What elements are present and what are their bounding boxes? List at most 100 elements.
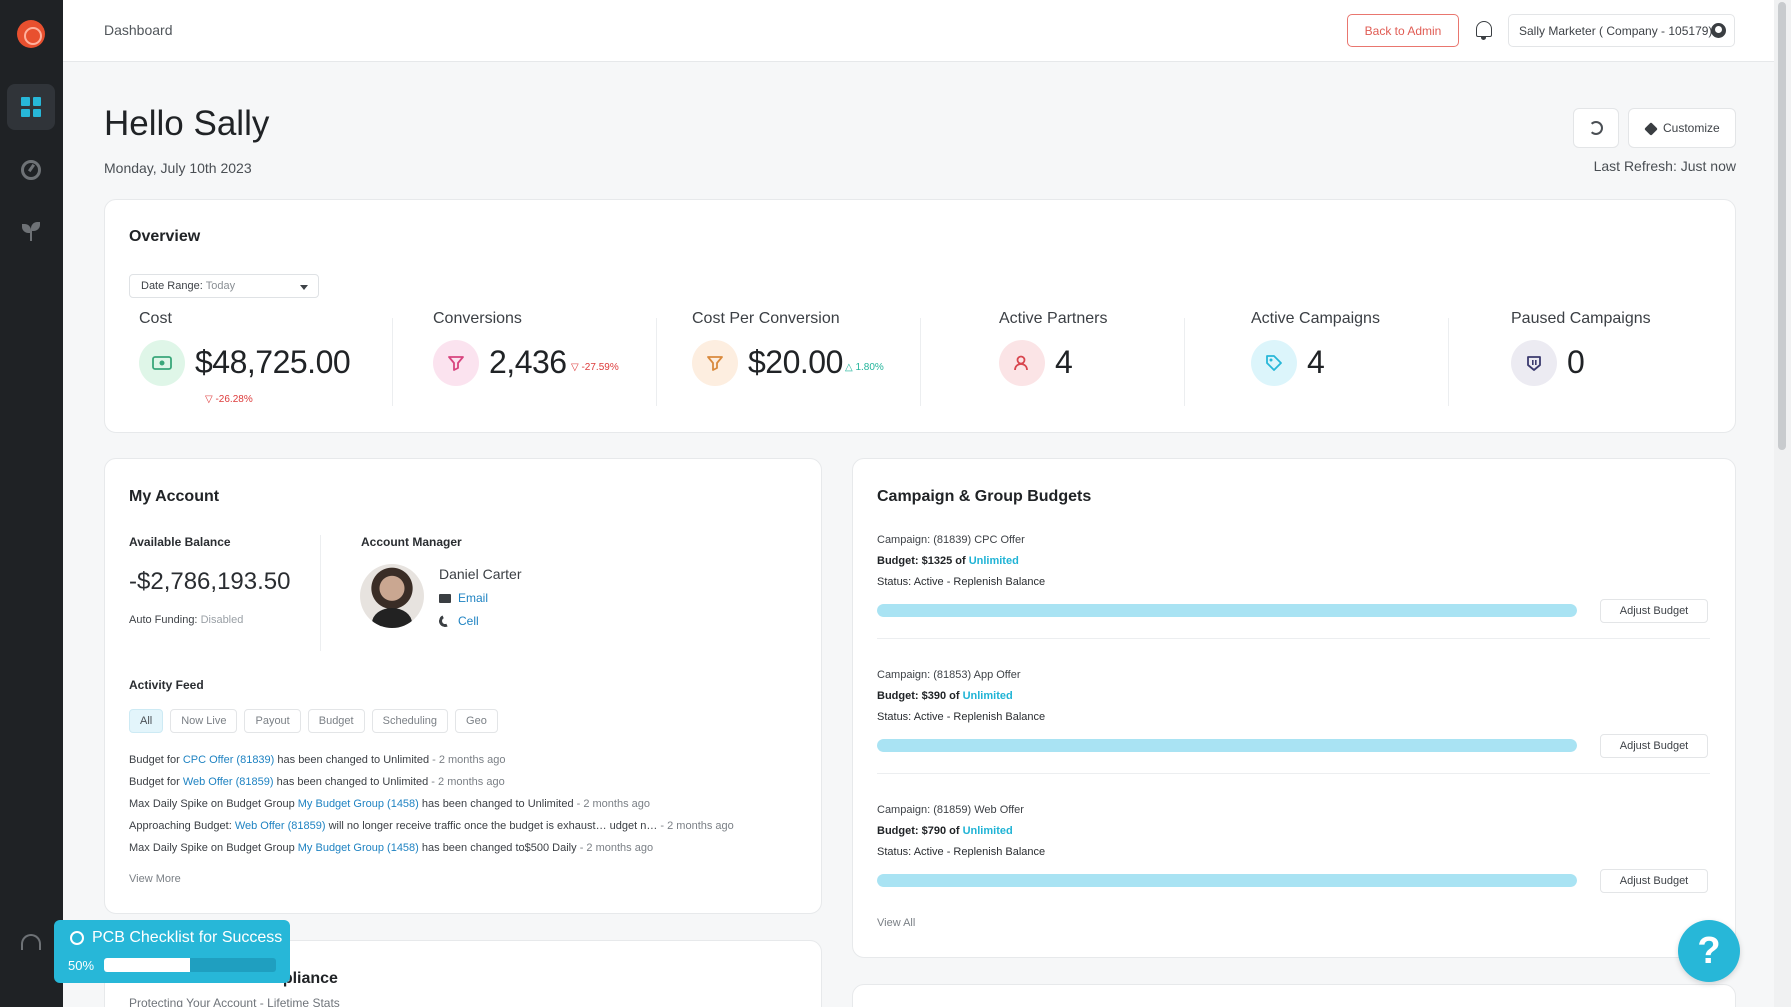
view-more-link[interactable]: View More — [129, 873, 181, 885]
list-item: Budget for CPC Offer (81839) has been ch… — [129, 754, 506, 766]
date-range-select[interactable]: Date Range: Today — [129, 274, 319, 298]
pause-tag-icon — [1511, 340, 1557, 386]
stat-delta: △ 1.80% — [845, 362, 884, 373]
adjust-budget-button[interactable]: Adjust Budget — [1600, 599, 1708, 623]
funnel-icon — [433, 340, 479, 386]
feed-link[interactable]: CPC Offer (81839) — [182, 754, 275, 766]
brand-logo[interactable] — [17, 20, 45, 48]
tag-icon — [1251, 340, 1297, 386]
refresh-icon — [1589, 121, 1603, 135]
page-title: Hello Sally — [104, 104, 270, 143]
sidebar-item-dashboard[interactable] — [7, 84, 55, 130]
dashboard-grid-icon — [21, 97, 41, 117]
list-item: Max Daily Spike on Budget Group My Budge… — [129, 842, 654, 854]
list-item: Max Daily Spike on Budget Group My Budge… — [129, 798, 650, 810]
budget-progress-bar — [877, 874, 1577, 887]
manager-email-link[interactable]: Email — [439, 591, 488, 605]
feed-link[interactable]: My Budget Group (1458) — [297, 842, 419, 854]
balance-label: Available Balance — [129, 535, 231, 549]
budget-campaign: Campaign: (81839) CPC Offer — [877, 534, 1025, 546]
breadcrumb[interactable]: Dashboard — [104, 22, 173, 38]
stat-cost-per-conversion[interactable]: Cost Per Conversion $20.00 △ 1.80% — [692, 310, 922, 410]
checklist-widget[interactable]: PCB Checklist for Success 50% — [54, 920, 290, 983]
budget-status: Status: Active - Replenish Balance — [877, 846, 1046, 858]
sidebar-item-growth[interactable] — [7, 209, 55, 255]
checklist-title: PCB Checklist for Success — [92, 929, 283, 946]
date-range-label: Date Range: — [141, 280, 203, 292]
feed-link[interactable]: My Budget Group (1458) — [297, 798, 419, 810]
refresh-button[interactable] — [1573, 108, 1619, 148]
manager-cell-link[interactable]: Cell — [437, 613, 479, 629]
funnel-dollar-icon — [692, 340, 738, 386]
stat-cost[interactable]: Cost $48,725.00 ▽ -26.28% — [139, 310, 369, 410]
back-to-admin-button[interactable]: Back to Admin — [1347, 14, 1459, 47]
stat-label: Paused Campaigns — [1511, 310, 1651, 327]
list-item: Budget for Web Offer (81859) has been ch… — [129, 776, 505, 788]
filter-now-live[interactable]: Now Live — [170, 709, 238, 733]
budgets-title: Campaign & Group Budgets — [877, 488, 1092, 505]
budget-campaign: Campaign: (81853) App Offer — [877, 669, 1021, 681]
stat-delta: ▽ -27.59% — [571, 362, 619, 373]
divider — [320, 535, 321, 651]
date-range-value: Today — [205, 280, 236, 292]
overview-title: Overview — [129, 228, 201, 245]
stat-value: $48,725.00 — [195, 344, 351, 380]
activity-filters: All Now Live Payout Budget Scheduling Ge… — [129, 709, 498, 733]
avatar — [360, 564, 424, 628]
budget-amount: Budget: $390 of Unlimited — [877, 690, 1013, 702]
feed-link[interactable]: Web Offer (81859) — [234, 820, 326, 832]
budget-item: Campaign: (81859) Web Offer Budget: $790… — [877, 800, 1710, 893]
available-balance: -$2,786,193.50 — [129, 568, 291, 595]
user-circle-icon — [1711, 23, 1726, 38]
feed-link[interactable]: Web Offer (81859) — [182, 776, 274, 788]
sidebar-item-reports[interactable] — [7, 147, 55, 193]
manager-label: Account Manager — [361, 535, 462, 549]
adjust-budget-button[interactable]: Adjust Budget — [1600, 734, 1708, 758]
performance-subtitle: Protecting Your Account - Lifetime Stats — [129, 996, 340, 1007]
filter-payout[interactable]: Payout — [244, 709, 301, 733]
stat-paused-campaigns[interactable]: Paused Campaigns 0 — [1511, 310, 1711, 410]
stat-active-campaigns[interactable]: Active Campaigns 4 — [1251, 310, 1451, 410]
my-account-card: My Account Available Balance -$2,786,193… — [104, 458, 822, 914]
page-scrollbar[interactable] — [1774, 0, 1791, 1007]
headset-icon[interactable] — [21, 934, 41, 950]
filter-budget[interactable]: Budget — [307, 709, 365, 733]
budget-status: Status: Active - Replenish Balance — [877, 576, 1046, 588]
stat-active-partners[interactable]: Active Partners 4 — [999, 310, 1199, 410]
circle-icon — [70, 931, 84, 945]
stat-label: Cost Per Conversion — [692, 310, 840, 327]
sidebar — [0, 0, 63, 1007]
filter-geo[interactable]: Geo — [455, 709, 498, 733]
cash-icon — [139, 340, 185, 386]
user-menu[interactable]: Sally Marketer ( Company - 105179) — [1508, 14, 1735, 47]
bell-icon[interactable] — [1476, 21, 1492, 40]
stat-conversions[interactable]: Conversions 2,436 ▽ -27.59% — [433, 310, 663, 410]
topbar: Dashboard Back to Admin Sally Marketer (… — [63, 0, 1774, 62]
email-label: Email — [458, 591, 489, 605]
manager-name: Daniel Carter — [439, 566, 522, 582]
partner-icon — [999, 340, 1045, 386]
mail-icon — [439, 593, 451, 603]
layers-icon — [1644, 122, 1658, 136]
stat-value: 4 — [1307, 344, 1325, 380]
budget-status: Status: Active - Replenish Balance — [877, 711, 1046, 723]
budget-campaign: Campaign: (81859) Web Offer — [877, 804, 1024, 816]
auto-funding: Auto Funding: Disabled — [129, 614, 244, 626]
filter-scheduling[interactable]: Scheduling — [371, 709, 449, 733]
view-all-link[interactable]: View All — [877, 917, 916, 929]
filter-all[interactable]: All — [129, 709, 164, 733]
budget-progress-bar — [877, 739, 1577, 752]
user-label: Sally Marketer ( Company - 105179) — [1519, 23, 1713, 38]
stat-label: Cost — [139, 310, 172, 327]
customize-label: Customize — [1663, 121, 1720, 135]
cell-label: Cell — [458, 614, 479, 628]
checklist-progress-bar — [104, 958, 276, 972]
checklist-percent: 50% — [68, 958, 95, 973]
my-account-title: My Account — [129, 488, 220, 505]
scrollbar-thumb[interactable] — [1778, 2, 1786, 450]
adjust-budget-button[interactable]: Adjust Budget — [1600, 869, 1708, 893]
customize-button[interactable]: Customize — [1628, 108, 1736, 148]
stat-value: $20.00 — [748, 344, 843, 380]
last-refresh: Last Refresh: Just now — [1593, 158, 1736, 174]
help-button[interactable]: ? — [1678, 920, 1740, 982]
